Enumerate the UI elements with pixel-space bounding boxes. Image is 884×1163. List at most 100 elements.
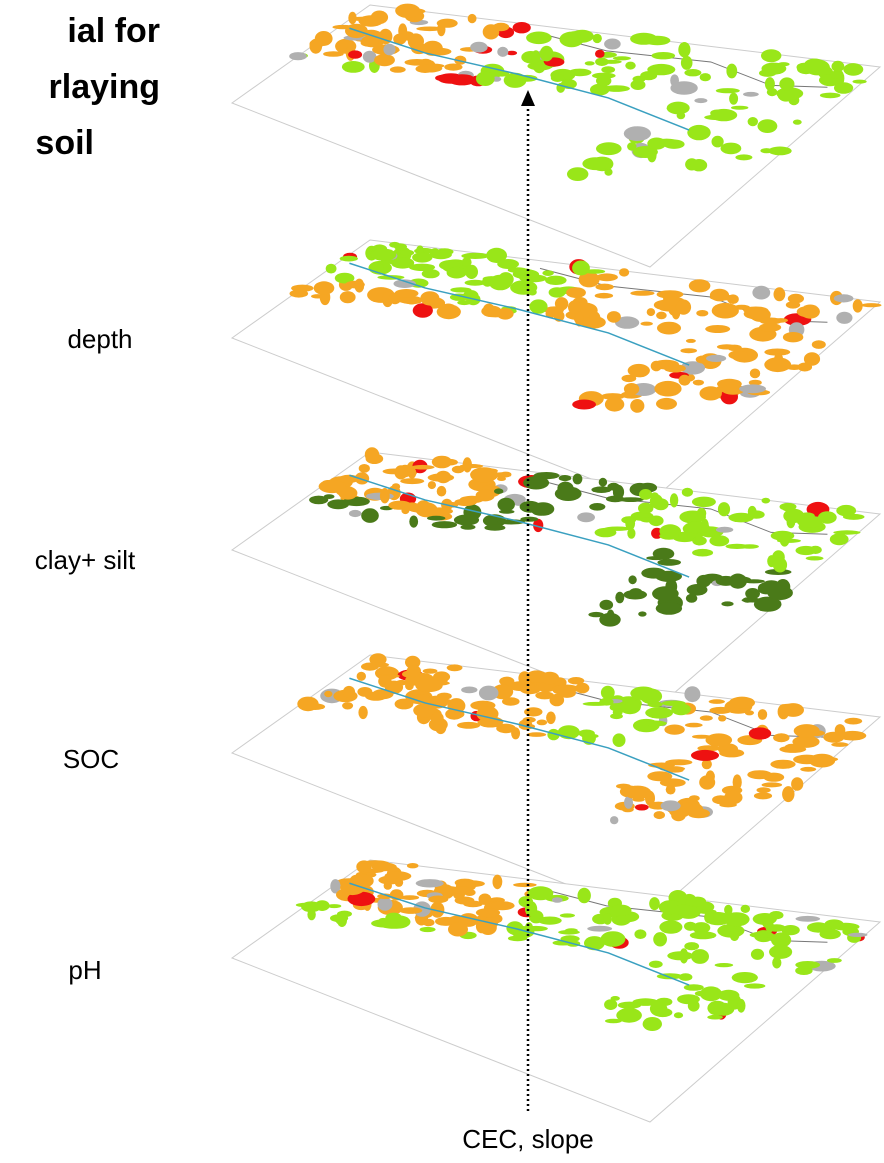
map-patch (460, 524, 476, 530)
arrow-head (521, 90, 535, 106)
map-patch (640, 517, 654, 523)
map-patch (531, 502, 555, 516)
map-patch (771, 932, 792, 948)
map-patch (664, 724, 685, 735)
map-patch (657, 321, 681, 335)
map-patch (709, 535, 730, 547)
map-patch (705, 770, 715, 783)
map-patch (528, 288, 537, 296)
map-patch (795, 915, 821, 922)
map-patch (645, 707, 673, 719)
map-patch (804, 58, 826, 72)
map-patch (364, 447, 380, 462)
title-line: soil (35, 124, 94, 162)
map-patch (800, 766, 817, 772)
map-patch (705, 325, 731, 333)
map-patch (647, 137, 667, 150)
map-patch (325, 263, 337, 274)
map-patch (740, 544, 759, 549)
map-patch (684, 69, 702, 77)
map-patch (540, 671, 560, 685)
map-patch (683, 984, 704, 991)
map-patch (792, 119, 802, 125)
map-patch (459, 495, 485, 504)
map-patch (779, 588, 793, 595)
map-patch (827, 958, 842, 963)
map-patch (784, 743, 800, 752)
map-patch (508, 681, 535, 692)
map-patch (709, 288, 730, 302)
map-patch (413, 703, 437, 718)
map-patch (718, 715, 727, 722)
map-patch (684, 942, 700, 951)
map-patch (398, 464, 412, 478)
map-patch (371, 919, 399, 928)
map-patch (729, 92, 739, 105)
map-patch (596, 75, 612, 87)
title-line: rlaying (49, 68, 160, 106)
map-patch (704, 911, 714, 924)
map-patch (347, 891, 376, 907)
map-patch (587, 925, 613, 932)
map-patch (692, 379, 705, 386)
map-patch (439, 303, 458, 319)
map-patch (679, 948, 689, 964)
map-patch (720, 142, 742, 155)
map-patch (785, 301, 801, 309)
map-patch (448, 922, 468, 937)
map-patch (419, 926, 436, 933)
map-patch (594, 292, 614, 299)
map-patch (378, 28, 393, 45)
map-patch (582, 157, 609, 171)
map-patch (431, 712, 444, 725)
map-patch (606, 311, 621, 323)
map-patch (848, 932, 868, 938)
map-patch (766, 88, 778, 97)
map-patch (427, 515, 446, 521)
map-patch (666, 768, 684, 773)
map-patch (591, 486, 612, 494)
map-patch (470, 41, 488, 53)
map-patch (811, 340, 826, 349)
map-patch (688, 803, 704, 816)
map-patch (721, 601, 734, 607)
map-patch (729, 928, 740, 941)
map-patch (444, 63, 463, 71)
map-patch (452, 886, 472, 895)
map-patch (366, 662, 390, 668)
map-patch (679, 510, 706, 524)
map-patch (627, 130, 645, 141)
map-patch (724, 904, 733, 916)
map-patch (655, 602, 683, 615)
map-patch (663, 139, 685, 149)
map-patch (572, 473, 583, 485)
map-patch (782, 332, 804, 343)
map-patch (653, 1007, 673, 1018)
map-patch (461, 252, 490, 259)
map-patch (638, 502, 654, 514)
map-patch (729, 696, 755, 709)
map-patch (502, 697, 520, 706)
map-patch (834, 82, 854, 94)
map-patch (630, 399, 645, 413)
map-patch (601, 59, 622, 64)
map-patch (659, 778, 686, 787)
map-patch (448, 74, 476, 86)
map-patch (642, 1017, 662, 1031)
map-patch (728, 512, 754, 523)
map-patch (699, 715, 713, 721)
map-patch (650, 360, 662, 372)
map-patch (709, 706, 732, 714)
map-patch (653, 811, 665, 820)
map-patch (674, 904, 693, 916)
map-patch (604, 168, 613, 176)
map-patch (714, 963, 734, 968)
map-patch (831, 742, 849, 747)
map-patch (412, 303, 433, 318)
map-patch (314, 900, 330, 911)
map-patch (793, 754, 821, 765)
map-patch (478, 685, 499, 701)
map-patch (723, 912, 750, 927)
map-patch (708, 699, 725, 704)
map-patch (610, 816, 619, 825)
